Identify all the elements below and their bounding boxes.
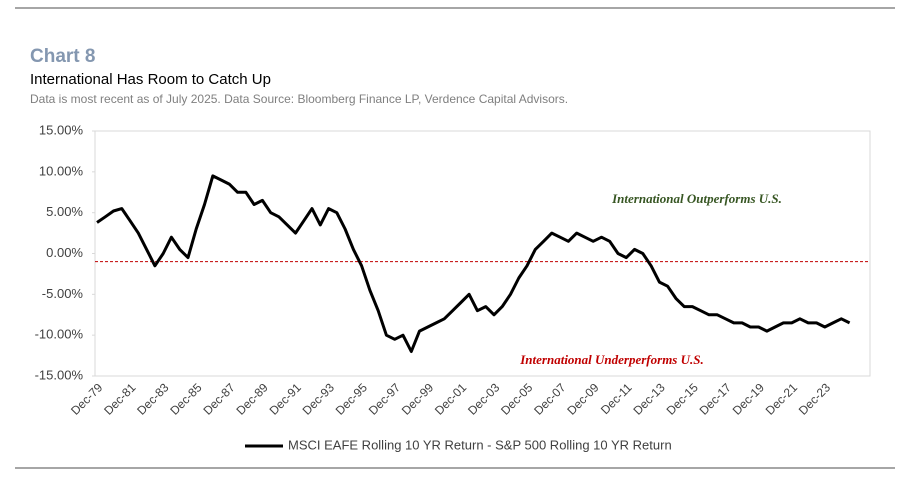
source-note: Data is most recent as of July 2025. Dat… (30, 92, 568, 106)
y-tick-label: 10.00% (39, 163, 84, 178)
y-tick-label: 5.00% (46, 204, 83, 219)
x-tick-label: Dec-99 (399, 380, 436, 417)
y-tick-label: -10.00% (35, 327, 84, 342)
y-tick-label: 15.00% (39, 122, 84, 137)
annotation: International Underperforms U.S. (519, 352, 703, 367)
chart-subtitle: International Has Room to Catch Up (30, 71, 271, 88)
x-tick-label: Dec-87 (200, 380, 237, 417)
x-tick-label: Dec-81 (101, 380, 138, 417)
x-tick-label: Dec-03 (465, 380, 502, 417)
data-line (96, 174, 851, 353)
y-tick-label: -15.00% (35, 367, 84, 382)
x-tick-label: Dec-09 (564, 380, 601, 417)
y-tick-label: -5.00% (42, 286, 84, 301)
x-tick-label: Dec-83 (134, 380, 171, 417)
x-tick-label: Dec-05 (498, 380, 535, 417)
annotation: International Outperforms U.S. (611, 191, 782, 206)
y-tick-label: 0.00% (46, 245, 83, 260)
x-tick-label: Dec-89 (234, 380, 271, 417)
x-tick-label: Dec-17 (697, 380, 734, 417)
x-tick-label: Dec-15 (664, 380, 701, 417)
x-tick-label: Dec-95 (333, 380, 370, 417)
x-tick-label: Dec-23 (796, 380, 833, 417)
x-tick-label: Dec-93 (300, 380, 337, 417)
x-tick-label: Dec-19 (730, 380, 767, 417)
plot-frame (94, 130, 871, 377)
legend-label: MSCI EAFE Rolling 10 YR Return - S&P 500… (288, 437, 672, 452)
x-tick-label: Dec-85 (167, 380, 204, 417)
x-tick-label: Dec-11 (598, 380, 635, 417)
x-tick-label: Dec-91 (267, 380, 304, 417)
x-tick-label: Dec-01 (432, 380, 469, 417)
chart-title: Chart 8 (30, 46, 95, 67)
x-tick-label: Dec-79 (68, 380, 105, 417)
x-tick-label: Dec-13 (630, 380, 667, 417)
x-tick-label: Dec-97 (366, 380, 403, 417)
x-tick-label: Dec-21 (763, 380, 800, 417)
x-tick-label: Dec-07 (531, 380, 568, 417)
